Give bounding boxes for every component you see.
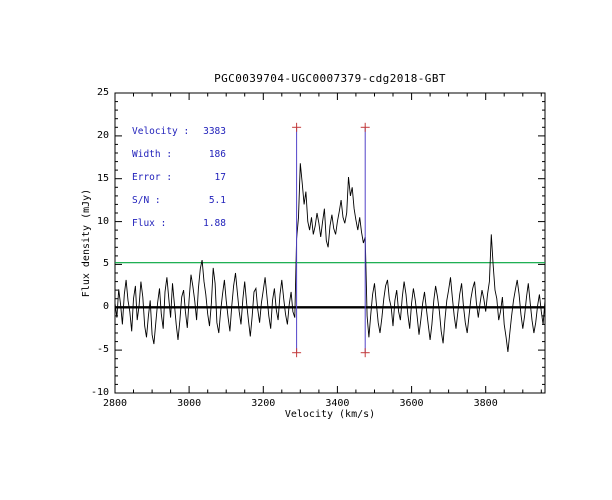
y-tick-label: -5 (96, 344, 109, 356)
x-axis-label: Velocity (km/s) (284, 409, 376, 420)
x-tick-label: 3200 (251, 398, 276, 409)
fit-row-velocity: Velocity : 3383 (132, 126, 226, 149)
fit-label: S/N : (132, 195, 161, 206)
fit-value: 17 (214, 172, 226, 183)
fit-label: Error : (132, 172, 173, 183)
x-tick-label: 3400 (325, 398, 350, 409)
fit-label: Flux : (132, 218, 167, 229)
y-tick-label: 20 (96, 129, 109, 141)
x-tick-label: 3000 (177, 398, 202, 409)
fit-row-sn: S/N : 5.1 (132, 195, 226, 218)
y-tick-label: -10 (90, 387, 109, 398)
y-tick-label: 25 (96, 87, 109, 98)
fit-row-error: Error : 17 (132, 172, 226, 195)
fit-label: Velocity : (132, 126, 190, 137)
x-tick-label: 2800 (102, 398, 128, 409)
y-tick-label: 5 (102, 258, 109, 270)
fit-label: Width : (132, 149, 173, 160)
fit-results-block: Velocity : 3383 Width : 186 Error : 17 S… (132, 126, 226, 241)
fit-value: 5.1 (208, 195, 226, 206)
plot-title: PGC0039704-UGC0007379-cdg2018-GBT (214, 72, 446, 85)
y-tick-label: 10 (96, 215, 109, 227)
fit-row-width: Width : 186 (132, 149, 226, 172)
y-tick-label: 0 (102, 301, 109, 313)
y-tick-label: 15 (96, 172, 109, 184)
fit-row-flux: Flux : 1.88 (132, 218, 226, 241)
fit-value: 3383 (203, 126, 226, 137)
fit-value: 1.88 (203, 218, 226, 229)
x-tick-label: 3800 (473, 398, 498, 409)
x-tick-label: 3600 (399, 398, 424, 409)
fit-value: 186 (208, 149, 226, 160)
